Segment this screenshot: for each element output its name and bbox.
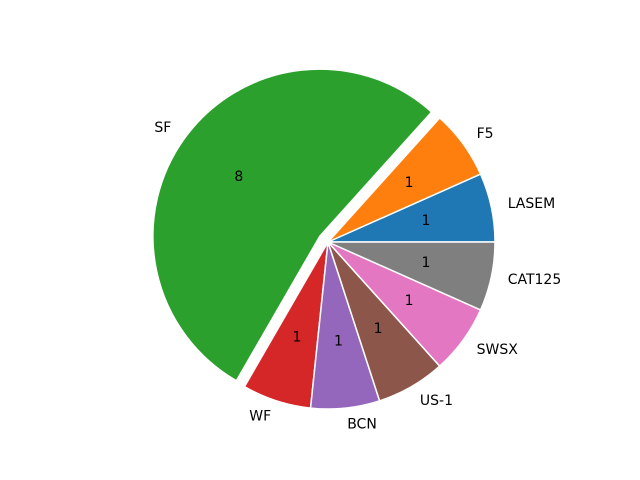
- slice-value-swsx: 1: [405, 293, 414, 309]
- slice-label-bcn: BCN: [347, 417, 377, 433]
- slice-label-swsx: SWSX: [477, 342, 519, 358]
- slice-value-bcn: 1: [334, 334, 343, 350]
- slice-value-us-1: 1: [374, 321, 383, 337]
- slice-value-f5: 1: [405, 175, 414, 191]
- slice-label-us-1: US-1: [420, 393, 453, 409]
- slice-label-sf: SF: [154, 120, 171, 136]
- slice-label-wf: WF: [249, 409, 271, 425]
- slice-label-cat125: CAT125: [508, 272, 562, 288]
- slice-value-lasem: 1: [422, 213, 431, 229]
- pie-slice-sf: [152, 68, 433, 382]
- slice-label-f5: F5: [477, 126, 494, 142]
- slice-value-sf: 8: [234, 169, 243, 185]
- slice-value-wf: 1: [293, 329, 302, 345]
- pie-slice-f5: [327, 117, 482, 243]
- slice-label-lasem: LASEM: [508, 196, 556, 212]
- pie-slice-cat125: [327, 241, 496, 311]
- slice-value-cat125: 1: [422, 255, 431, 271]
